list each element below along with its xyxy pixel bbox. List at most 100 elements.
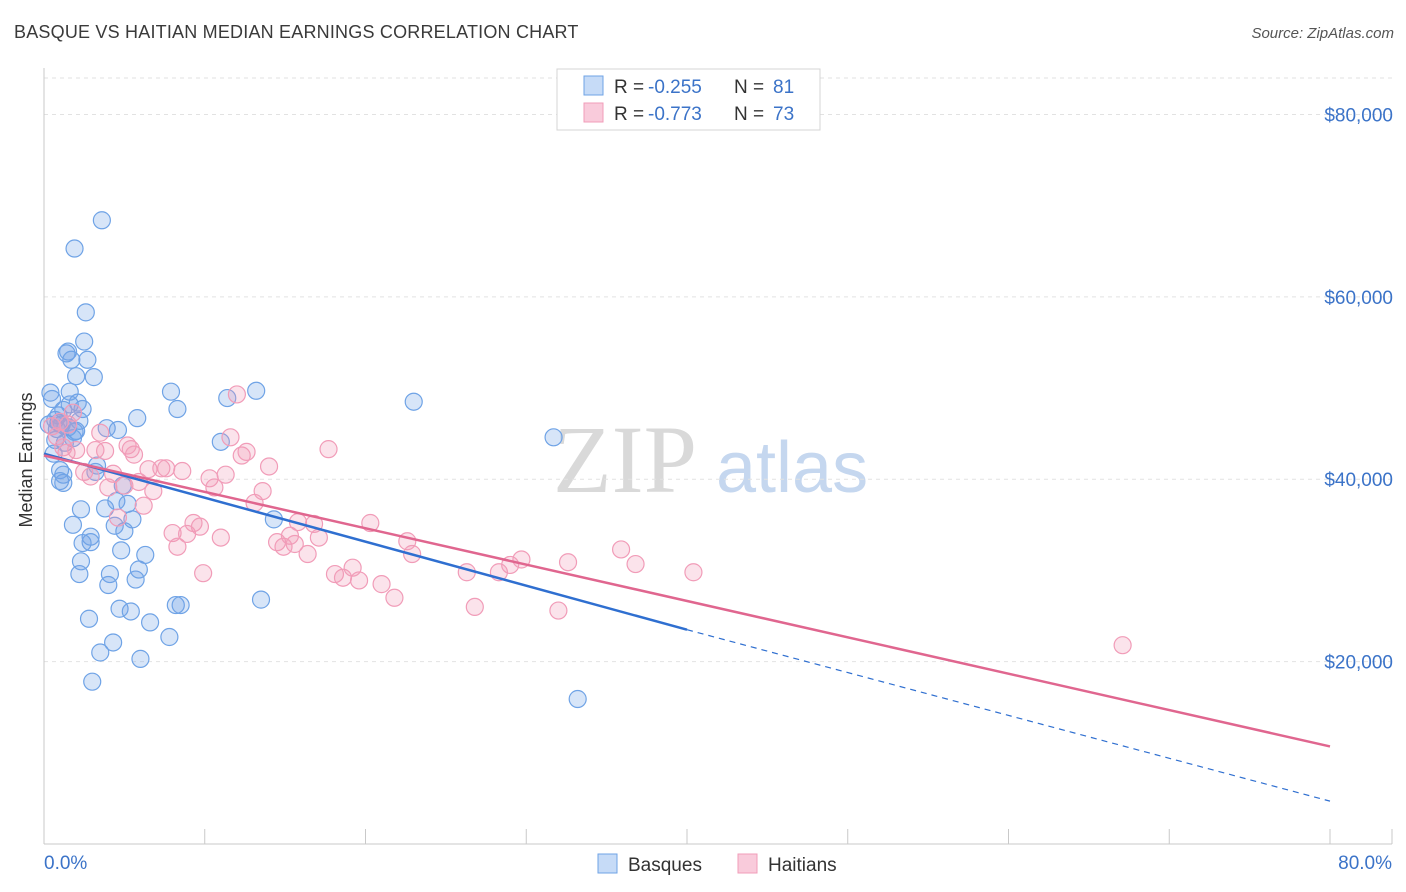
haitians-point-63 (465, 597, 484, 617)
y-tick-label-60000: $60,000 (1324, 288, 1393, 309)
basques-point-21 (65, 239, 84, 258)
watermark-atlas: atlas (716, 428, 868, 508)
haitians-trend-line (43, 454, 1331, 748)
trend-lines (43, 452, 1331, 802)
stats-legend-r-label-haitians: R = (614, 104, 644, 125)
stats-legend-swatch-haitians (583, 102, 604, 123)
basques-point-62 (140, 613, 160, 632)
haitians-point-59 (385, 588, 404, 607)
basques-point-2 (42, 389, 62, 409)
basques-point-1 (41, 383, 60, 402)
watermark-zip: ZIP (553, 406, 697, 513)
stats-legend-n-label-haitians: N = (734, 104, 764, 125)
basques-point-40 (91, 643, 110, 662)
haitians-point-7 (67, 440, 86, 460)
basques-point-71 (251, 590, 271, 609)
basques-point-49 (108, 420, 128, 440)
haitians-point-45 (274, 537, 293, 556)
haitians-point-42 (253, 481, 272, 501)
basques-point-32 (78, 350, 97, 369)
chart-title: BASQUE VS HAITIAN MEDIAN EARNINGS CORREL… (14, 22, 579, 42)
haitians-point-67 (549, 601, 568, 620)
basques-point-56 (123, 510, 142, 529)
haitians-point-15 (108, 508, 128, 527)
stats-legend-swatch-basques (583, 75, 604, 96)
haitians-point-6 (63, 403, 83, 422)
basques-point-73 (404, 392, 423, 411)
basques-point-58 (128, 409, 147, 428)
basques-point-37 (84, 368, 103, 387)
stats-legend-n-label-basques: N = (734, 77, 764, 98)
stats-legend-r-label-basques: R = (614, 77, 644, 98)
basques-point-41 (92, 211, 111, 230)
y-tick-label-80000: $80,000 (1324, 105, 1393, 126)
basques-point-45 (100, 564, 120, 584)
haitians-point-27 (168, 537, 187, 556)
basques-point-22 (67, 367, 86, 386)
stats-legend-r-value-basques: -0.255 (648, 77, 702, 98)
basques-point-63 (160, 627, 179, 647)
basques-point-18 (63, 515, 83, 534)
series-legend-label-basques: Basques (628, 855, 702, 876)
haitians-point-47 (285, 534, 304, 554)
basques-point-50 (110, 599, 129, 618)
haitians-point-58 (372, 575, 391, 594)
haitians-point-18 (121, 440, 140, 459)
series-basques-points (39, 211, 587, 709)
basques-point-70 (247, 381, 266, 400)
y-tick-label-40000: $40,000 (1324, 470, 1393, 491)
haitians-point-36 (216, 465, 235, 484)
haitians-point-22 (139, 460, 158, 479)
haitians-point-32 (194, 564, 213, 583)
haitians-point-11 (91, 423, 110, 442)
stats-legend: R = -0.255 N = 81 R = -0.773 N = 73 (556, 68, 821, 131)
basques-point-30 (75, 332, 94, 351)
haitians-point-24 (152, 459, 171, 478)
basques-point-33 (79, 609, 99, 628)
basques-point-57 (126, 570, 145, 589)
series-haitians-points (42, 385, 1132, 655)
stats-legend-n-value-haitians: 73 (773, 104, 794, 125)
x-tick-label-max: 80.0% (1338, 853, 1392, 874)
haitians-point-16 (115, 476, 134, 495)
haitians-point-52 (319, 440, 338, 459)
y-tick-label-20000: $20,000 (1324, 653, 1393, 674)
basques-point-55 (121, 602, 140, 621)
basques-point-74 (544, 428, 563, 447)
haitians-point-10 (86, 440, 105, 460)
haitians-point-9 (81, 467, 100, 486)
haitians-point-31 (190, 517, 210, 536)
stats-legend-n-value-basques: 81 (773, 77, 794, 98)
x-axis-ticks (204, 829, 1393, 844)
basques-point-29 (73, 399, 92, 419)
basques-point-17 (62, 350, 81, 369)
series-legend: Basques Haitians (597, 853, 837, 876)
stats-legend-r-value-haitians: -0.773 (648, 104, 702, 125)
basques-point-51 (112, 541, 131, 560)
haitians-point-5 (59, 415, 78, 434)
basques-point-78 (73, 533, 92, 553)
basques-point-68 (211, 432, 230, 451)
x-tick-label-min: 0.0% (44, 853, 87, 874)
basques-point-66 (168, 399, 187, 419)
chart-source: Source: ZipAtlas.com (1251, 25, 1394, 42)
haitians-point-40 (237, 442, 256, 461)
haitians-point-56 (349, 571, 369, 590)
series-legend-swatch-haitians (737, 853, 758, 874)
basques-point-28 (71, 500, 91, 519)
basques-point-27 (71, 552, 91, 571)
haitians-point-12 (95, 441, 115, 461)
basques-point-36 (83, 672, 102, 691)
haitians-point-13 (99, 478, 118, 497)
series-legend-label-haitians: Haitians (768, 855, 837, 876)
haitians-point-19 (124, 445, 144, 464)
haitians-point-68 (558, 553, 578, 572)
gridlines (44, 77, 1392, 663)
haitians-point-43 (259, 457, 279, 476)
basques-point-31 (76, 303, 95, 322)
basques-point-65 (166, 595, 185, 615)
basques-trend-line (43, 452, 688, 631)
watermark: ZIP atlas (553, 406, 868, 513)
haitians-point-70 (626, 554, 645, 574)
